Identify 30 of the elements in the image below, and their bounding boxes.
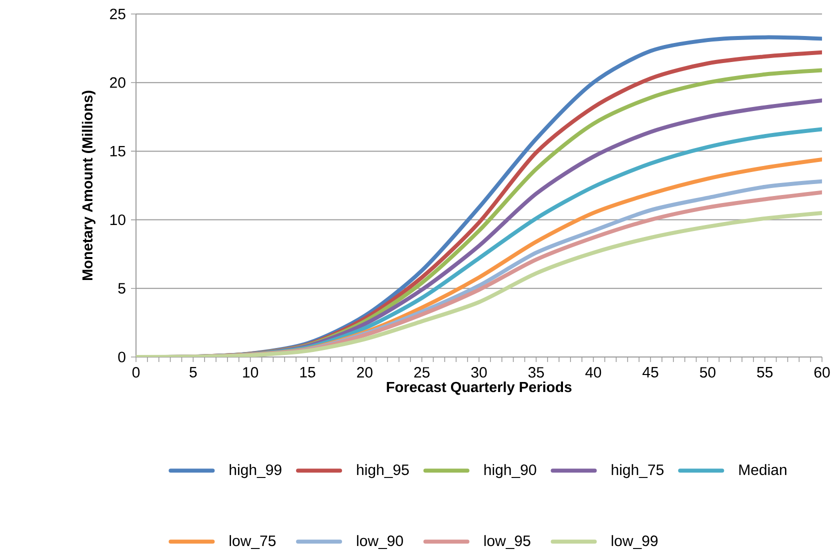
x-tick-label: 5: [190, 367, 197, 378]
y-tick-label: 15: [110, 146, 126, 156]
x-tick-label: 20: [357, 367, 372, 378]
legend-label: low_90: [357, 535, 403, 549]
y-tick-label: 0: [118, 352, 126, 362]
legend-label: low_99: [612, 535, 658, 549]
x-tick-label: 25: [414, 367, 430, 378]
x-tick-label: 45: [642, 367, 658, 378]
x-tick-label: 55: [757, 367, 773, 378]
legend-label: high_75: [612, 464, 664, 478]
legend-label: high_90: [484, 464, 536, 478]
x-tick-label: 0: [132, 367, 140, 378]
legend-label: high_95: [357, 464, 409, 478]
legend-label: Median: [739, 464, 786, 476]
legend-label: low_95: [484, 535, 530, 549]
x-axis-title: Forecast Quarterly Periods: [386, 382, 572, 396]
x-tick-label: 35: [528, 367, 544, 378]
x-tick-label: 50: [700, 367, 716, 378]
y-tick-label: 5: [118, 283, 126, 294]
x-tick-label: 10: [243, 367, 258, 378]
legend-label: low_75: [230, 535, 276, 549]
y-tick-label: 25: [110, 8, 126, 20]
x-tick-label: 40: [585, 367, 602, 378]
x-tick-label: 15: [300, 367, 316, 378]
x-tick-label: 30: [471, 367, 487, 378]
x-tick-label: 60: [814, 367, 830, 378]
y-tick-label: 10: [110, 214, 126, 226]
y-tick-label: 20: [110, 77, 126, 88]
y-axis-title: Monetary Amount (Millions): [82, 90, 96, 280]
legend-label: high_99: [230, 464, 282, 478]
